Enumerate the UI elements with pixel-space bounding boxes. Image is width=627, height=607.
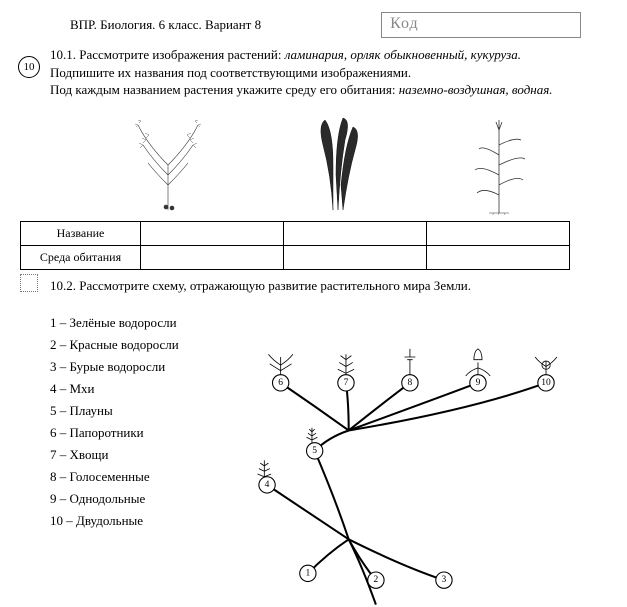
legend-item: 6 – Папоротники [50, 422, 179, 444]
task-line1-prefix: Рассмотрите изображения растений: [79, 47, 284, 62]
answer-cell [284, 221, 427, 245]
row-label-name: Название [21, 221, 141, 245]
legend-item: 1 – Зелёные водоросли [50, 312, 179, 334]
legend-item: 5 – Плауны [50, 400, 179, 422]
answer-cell [427, 245, 570, 269]
legend-item: 7 – Хвощи [50, 444, 179, 466]
task-line3-prefix: Под каждым названием растения укажите ср… [50, 82, 399, 97]
plant-image-kelp [303, 115, 373, 215]
tree-node-label: 9 [475, 377, 480, 387]
answer-cell [284, 245, 427, 269]
answer-table: Название Среда обитания [20, 221, 570, 270]
phylogeny-tree: 1 2 3 4 5 6 7 8 9 10 [199, 308, 607, 607]
legend-list: 1 – Зелёные водоросли2 – Красные водорос… [50, 312, 179, 607]
tree-node-label: 3 [441, 575, 446, 585]
task-10-1-text: 10.1. Рассмотрите изображения растений: … [50, 46, 607, 99]
legend-item: 10 – Двудольные [50, 510, 179, 532]
tree-node-label: 2 [373, 575, 378, 585]
task-line3-italic: наземно-воздушная, водная. [399, 82, 553, 97]
answer-cell [141, 245, 284, 269]
legend-item: 2 – Красные водоросли [50, 334, 179, 356]
code-box: Код [381, 12, 581, 38]
tree-node-label: 4 [264, 480, 269, 490]
task-10-2-text: 10.2. Рассмотрите схему, отражающую разв… [0, 270, 627, 298]
plant-image-corn [469, 115, 529, 215]
tree-node-label: 5 [312, 446, 317, 456]
tree-node-label: 10 [541, 377, 551, 387]
table-row: Название [21, 221, 570, 245]
doc-title: ВПР. Биология. 6 класс. Вариант 8 [70, 17, 261, 33]
legend-item: 8 – Голосеменные [50, 466, 179, 488]
tree-node-label: 6 [278, 377, 283, 387]
task-line1-italic: ламинария, орляк обыкновенный, кукуруза. [285, 47, 521, 62]
plant-images-row [50, 105, 607, 215]
task-number: 10.1. [50, 47, 76, 62]
task-line2: Подпишите их названия под соответствующи… [50, 65, 411, 80]
task2-text: Рассмотрите схему, отражающую развитие р… [79, 278, 471, 293]
question-number-badge: 10 [18, 56, 40, 78]
legend-item: 4 – Мхи [50, 378, 179, 400]
task2-number: 10.2. [50, 278, 76, 293]
tree-node-label: 7 [343, 377, 348, 387]
legend-item: 9 – Однодольные [50, 488, 179, 510]
row-label-habitat: Среда обитания [21, 245, 141, 269]
answer-cell [141, 221, 284, 245]
legend-item: 3 – Бурые водоросли [50, 356, 179, 378]
table-row: Среда обитания [21, 245, 570, 269]
margin-marker [20, 274, 38, 292]
answer-cell [427, 221, 570, 245]
tree-node-label: 1 [305, 568, 310, 578]
tree-node-label: 8 [407, 377, 412, 387]
plant-image-fern [128, 115, 208, 215]
